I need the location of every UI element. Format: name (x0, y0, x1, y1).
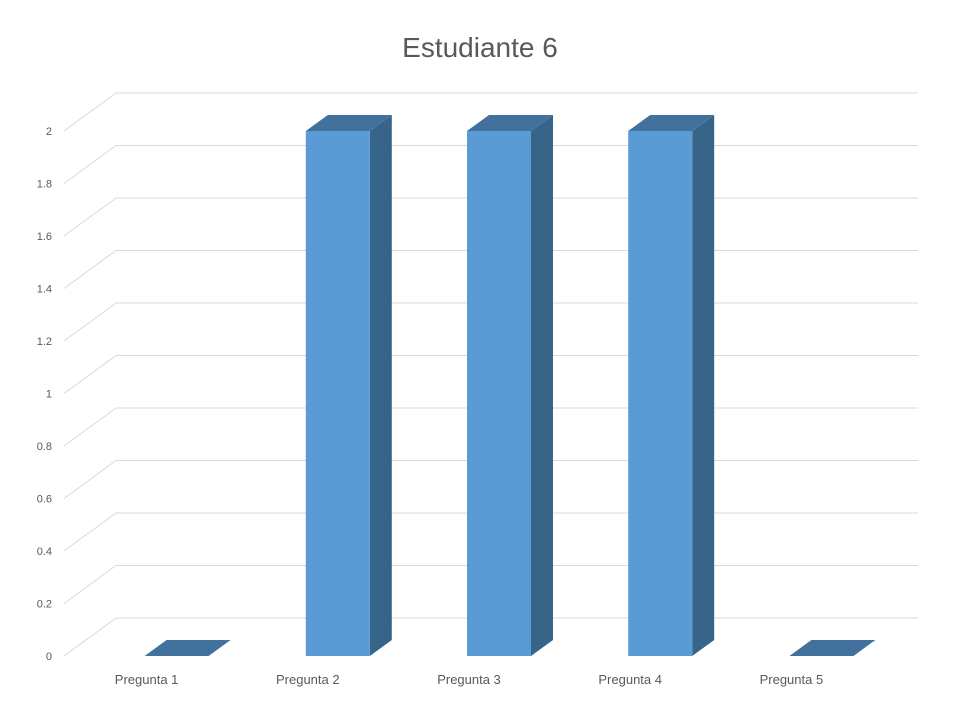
gridline-side (63, 145, 117, 184)
gridline-side (63, 92, 117, 132)
bar-side (369, 115, 392, 656)
bar-top (467, 115, 553, 131)
y-tick-label: 1 (46, 389, 52, 401)
gridline-side (63, 407, 117, 447)
bar-top (305, 115, 392, 131)
gridline-side (63, 565, 117, 604)
y-tick-label: 1.2 (37, 336, 52, 348)
y-tick-label: 0.2 (37, 599, 52, 611)
x-tick-label: Pregunta 3 (437, 672, 501, 687)
x-tick-label: Pregunta 2 (276, 672, 340, 687)
x-tick-label: Pregunta 5 (760, 672, 824, 687)
bar (305, 131, 370, 656)
y-tick-label: 0.6 (37, 494, 52, 506)
y-tick-label: 2 (46, 126, 52, 138)
chart-title: Estudiante 6 (402, 32, 558, 63)
y-tick-label: 0 (46, 651, 52, 663)
bar-side (531, 115, 553, 656)
y-tick-label: 1.8 (37, 179, 52, 191)
gridline-side (63, 197, 117, 237)
x-tick-label: Pregunta 1 (115, 672, 179, 687)
bar (628, 131, 693, 656)
gridline-side (63, 512, 117, 552)
bar-top (628, 115, 715, 131)
gridline-side (63, 617, 117, 657)
bar-side (692, 115, 715, 656)
y-tick-label: 1.4 (37, 284, 52, 296)
y-tick-label: 1.6 (37, 231, 52, 243)
gridline-side (63, 302, 117, 342)
bar-top (789, 640, 876, 656)
gridline-side (63, 355, 117, 394)
y-tick-label: 0.4 (37, 546, 52, 558)
gridline-side (63, 460, 117, 499)
gridline-side (63, 250, 117, 289)
y-tick-label: 0.8 (37, 441, 52, 453)
bar-top (144, 640, 231, 656)
x-tick-label: Pregunta 4 (598, 672, 662, 687)
bar (467, 131, 531, 656)
